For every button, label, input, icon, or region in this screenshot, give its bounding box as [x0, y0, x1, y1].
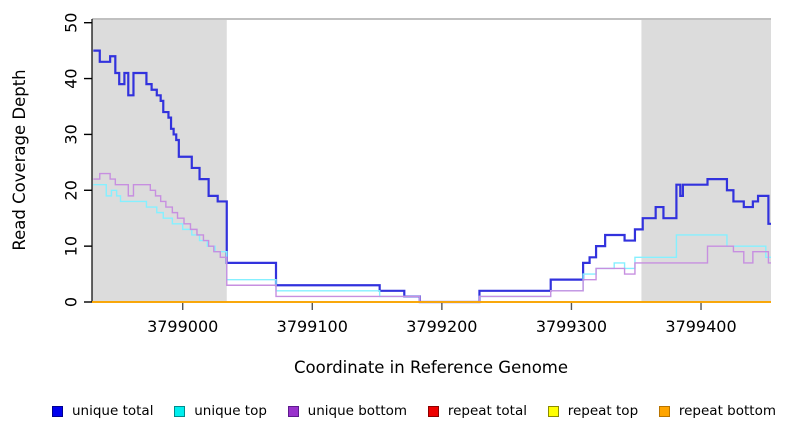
- x-tick-label: 3799100: [277, 317, 348, 336]
- y-tick-label: 20: [62, 180, 81, 200]
- legend-swatch-icon: [174, 405, 186, 417]
- legend-label: repeat top: [567, 403, 639, 419]
- shaded-regions: [92, 20, 771, 302]
- legend-label: unique top: [194, 403, 267, 419]
- legend-label: unique bottom: [307, 403, 408, 419]
- chart-legend: unique total unique top unique bottom repea…: [0, 396, 792, 426]
- y-tick-label: 40: [62, 68, 81, 88]
- y-axis-ticks: 0 10 20 30 40 50: [62, 13, 92, 307]
- legend-item-unique-total: unique total: [52, 403, 153, 419]
- legend-item-unique-bottom: unique bottom: [287, 403, 408, 419]
- legend-item-repeat-total: repeat total: [427, 403, 527, 419]
- legend-item-repeat-bottom: repeat bottom: [658, 403, 776, 419]
- x-tick-label: 3799300: [536, 317, 607, 336]
- y-axis-title: Read Coverage Depth: [10, 69, 29, 250]
- legend-item-repeat-top: repeat top: [547, 403, 639, 419]
- series-line-unique-top: [93, 183, 771, 303]
- y-tick-label: 30: [62, 124, 81, 144]
- y-tick-label: 10: [62, 236, 81, 256]
- masked-region: [641, 20, 771, 302]
- x-tick-label: 3799200: [406, 317, 477, 336]
- legend-label: repeat bottom: [678, 403, 776, 419]
- x-tick-label: 3799000: [147, 317, 218, 336]
- x-axis-ticks: 3799000 3799100 3799200 3799300 3799400: [147, 303, 737, 336]
- x-axis-title: Coordinate in Reference Genome: [294, 358, 568, 377]
- y-tick-label: 50: [62, 13, 81, 33]
- series-lines: [92, 49, 771, 304]
- legend-swatch-icon: [658, 405, 670, 417]
- legend-swatch-icon: [52, 405, 63, 417]
- legend-label: repeat total: [447, 403, 527, 419]
- legend-swatch-icon: [547, 405, 559, 417]
- legend-label: unique total: [72, 403, 154, 419]
- masked-region: [92, 20, 227, 302]
- series-line-unique-bottom: [93, 172, 771, 303]
- coverage-plot: 3799000 3799100 3799200 3799300 3799400 0 10 2…: [10, 13, 771, 377]
- series-line-unique-total: [93, 49, 771, 304]
- y-tick-label: 0: [62, 297, 81, 307]
- legend-swatch-icon: [427, 405, 439, 417]
- x-tick-label: 3799400: [665, 317, 736, 336]
- legend-swatch-icon: [287, 405, 299, 417]
- legend-item-unique-top: unique top: [174, 403, 267, 419]
